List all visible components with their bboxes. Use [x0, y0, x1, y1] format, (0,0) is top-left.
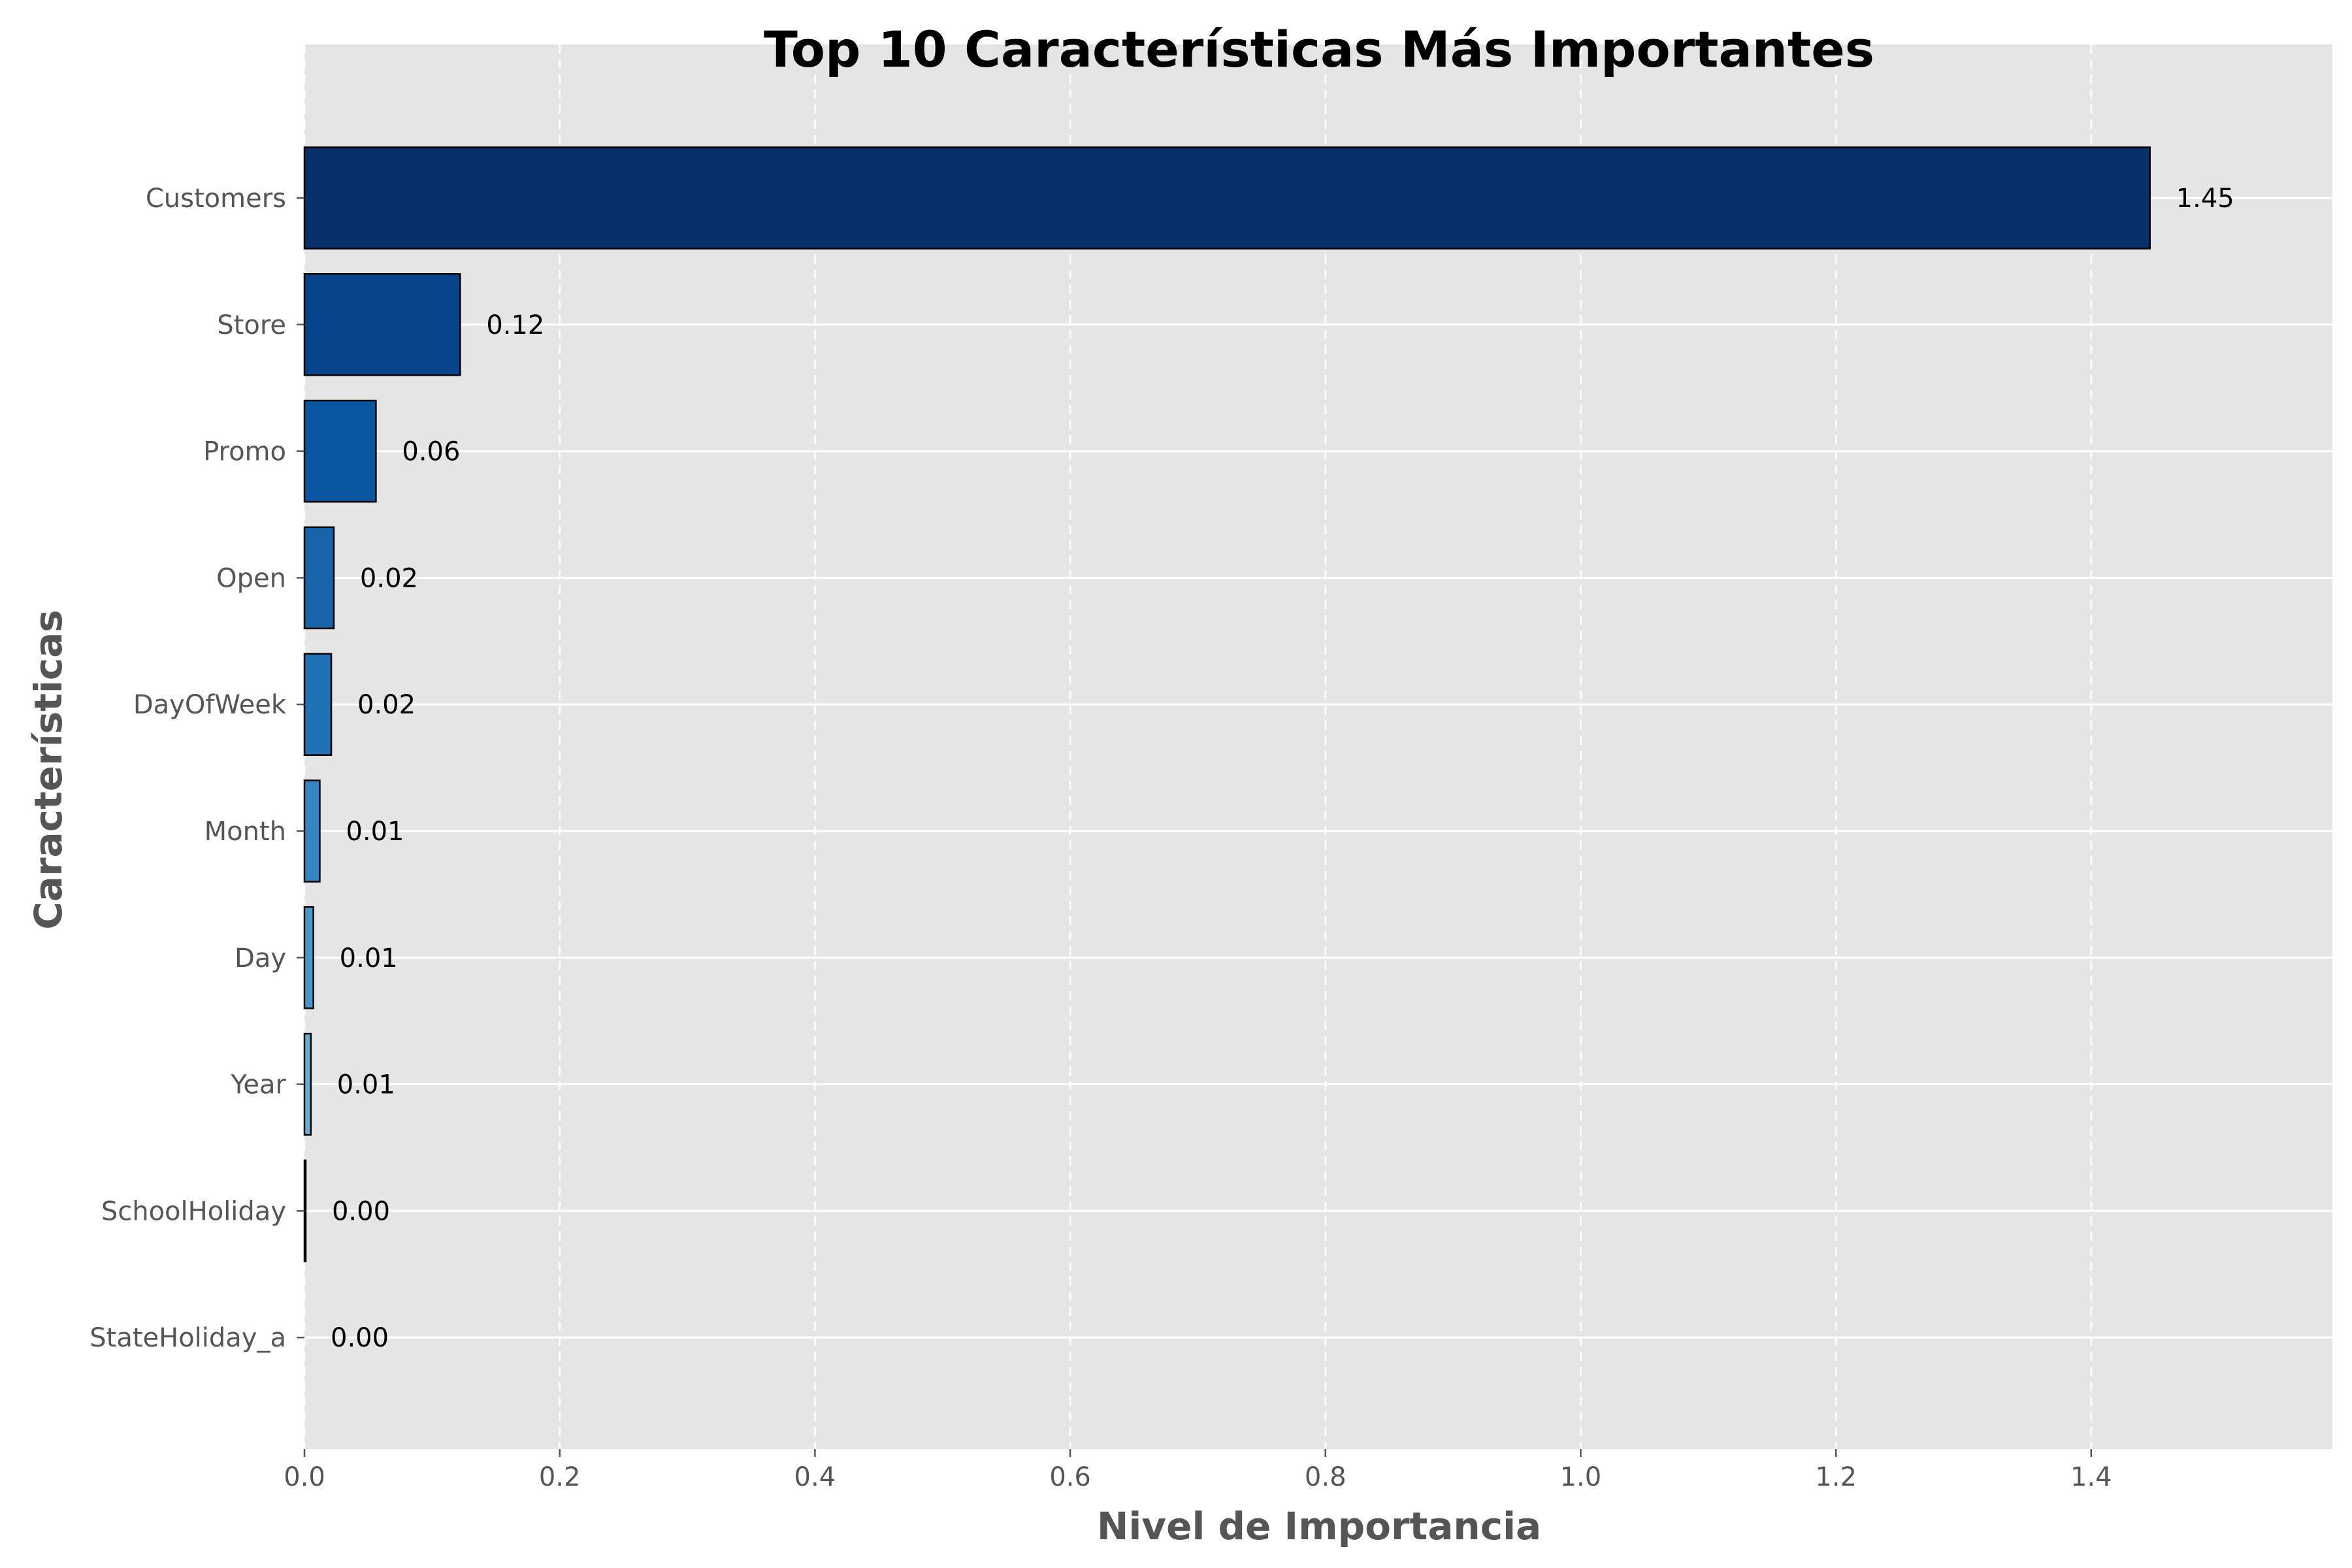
- value-label: 0.06: [402, 437, 460, 467]
- bar-customers: [303, 146, 2151, 250]
- bar-promo: [303, 399, 377, 503]
- value-label: 0.00: [332, 1196, 390, 1226]
- x-tick-label: 0.4: [794, 1462, 836, 1492]
- y-tick-label: Customers: [146, 184, 286, 214]
- bar-year: [303, 1032, 312, 1136]
- y-tick-label: Year: [230, 1070, 286, 1100]
- value-label: 0.02: [357, 690, 416, 720]
- y-tick-label: SchoolHoliday: [101, 1196, 286, 1226]
- y-tick-label: Store: [217, 310, 286, 340]
- y-axis-ticks: Customers Store Promo Open DayOfWeek Month Day…: [90, 184, 304, 1353]
- y-axis-label: Características: [26, 610, 71, 930]
- value-label: 0.12: [486, 310, 544, 340]
- x-tick-label: 0.8: [1305, 1462, 1347, 1492]
- plot-area: [304, 44, 2332, 1449]
- value-label: 0.01: [346, 817, 404, 847]
- grid: [303, 44, 2332, 1449]
- x-tick-label: 1.0: [1560, 1462, 1602, 1492]
- y-tick-label: Day: [235, 943, 286, 973]
- y-tick-label: DayOfWeek: [133, 690, 287, 720]
- x-axis-ticks: 0.0 0.2 0.4 0.6 0.8 1.0 1.2 1.4: [284, 1449, 2112, 1492]
- chart-title: Top 10 Características Más Importantes: [764, 20, 1874, 78]
- bar-month: [303, 779, 321, 883]
- y-tick-label: Open: [216, 563, 286, 593]
- bar-store: [303, 273, 461, 376]
- bar-dayofweek: [303, 653, 333, 756]
- y-tick-label: Promo: [203, 437, 286, 467]
- bar-schoolholiday: [303, 1159, 307, 1263]
- x-axis-label: Nivel de Importancia: [1097, 1504, 1541, 1548]
- bar-day: [303, 906, 314, 1009]
- x-tick-label: 1.2: [1815, 1462, 1857, 1492]
- value-label: 0.01: [337, 1070, 395, 1100]
- x-tick-label: 0.2: [539, 1462, 581, 1492]
- x-tick-label: 1.4: [2070, 1462, 2112, 1492]
- bars: [303, 146, 2151, 1263]
- value-label: 1.45: [2176, 184, 2234, 214]
- value-label: 0.00: [331, 1323, 389, 1353]
- x-tick-label: 0.6: [1049, 1462, 1091, 1492]
- value-label: 0.02: [360, 563, 418, 593]
- x-tick-label: 0.0: [284, 1462, 325, 1492]
- value-labels: 1.45 0.12 0.06 0.02 0.02 0.01 0.01 0.01 0.00 0.00: [331, 184, 2234, 1353]
- y-tick-label: Month: [204, 817, 286, 847]
- bar-open: [303, 526, 335, 630]
- y-tick-label: StateHoliday_a: [90, 1323, 286, 1353]
- value-label: 0.01: [340, 943, 398, 973]
